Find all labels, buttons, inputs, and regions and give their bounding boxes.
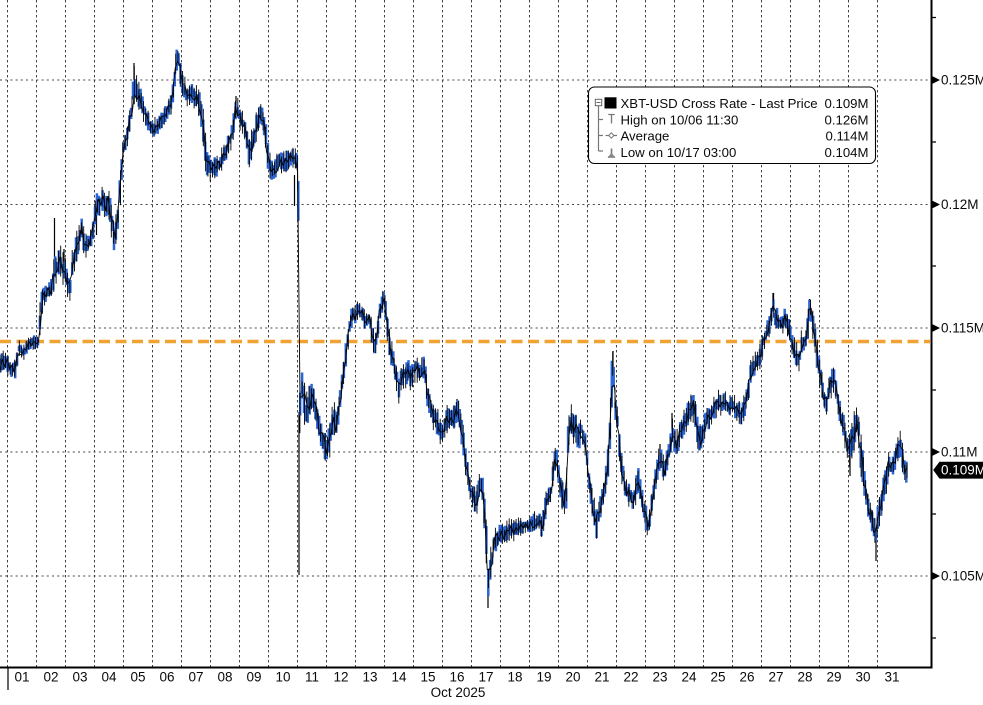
svg-text:26: 26 (739, 670, 754, 685)
svg-text:0.12M: 0.12M (941, 197, 979, 212)
svg-text:27: 27 (768, 670, 783, 685)
svg-text:08: 08 (217, 670, 232, 685)
svg-text:12: 12 (333, 670, 348, 685)
svg-text:01: 01 (14, 670, 29, 685)
svg-text:16: 16 (449, 670, 464, 685)
svg-text:02: 02 (43, 670, 58, 685)
svg-text:14: 14 (391, 670, 407, 685)
svg-text:17: 17 (478, 670, 493, 685)
svg-text:29: 29 (826, 670, 841, 685)
svg-text:Low on 10/17 03:00: Low on 10/17 03:00 (621, 145, 737, 160)
svg-text:07: 07 (188, 670, 203, 685)
svg-text:10: 10 (275, 670, 290, 685)
svg-text:0.109M: 0.109M (825, 96, 869, 111)
svg-text:04: 04 (101, 670, 117, 685)
svg-text:0.125M: 0.125M (941, 73, 983, 88)
svg-text:15: 15 (420, 670, 435, 685)
svg-text:Average: Average (621, 129, 670, 144)
svg-text:XBT-USD Cross Rate - Last Pric: XBT-USD Cross Rate - Last Price (621, 96, 818, 111)
svg-text:0.105M: 0.105M (941, 569, 983, 584)
svg-text:22: 22 (623, 670, 638, 685)
svg-text:0.114M: 0.114M (825, 129, 868, 144)
svg-text:0.109M: 0.109M (941, 463, 983, 478)
svg-text:05: 05 (130, 670, 145, 685)
svg-text:20: 20 (565, 670, 580, 685)
svg-text:23: 23 (652, 670, 667, 685)
svg-text:0.126M: 0.126M (825, 112, 869, 127)
svg-text:19: 19 (536, 670, 551, 685)
svg-text:06: 06 (159, 670, 174, 685)
svg-text:25: 25 (710, 670, 725, 685)
svg-text:30: 30 (855, 670, 870, 685)
svg-text:09: 09 (246, 670, 261, 685)
svg-text:13: 13 (362, 670, 377, 685)
svg-text:21: 21 (594, 670, 609, 685)
svg-text:0.104M: 0.104M (825, 145, 869, 160)
svg-text:0.11M: 0.11M (941, 445, 978, 460)
svg-text:03: 03 (72, 670, 87, 685)
svg-text:31: 31 (884, 670, 899, 685)
svg-text:18: 18 (507, 670, 522, 685)
svg-text:28: 28 (797, 670, 812, 685)
svg-text:0.115M: 0.115M (941, 321, 983, 336)
svg-text:24: 24 (681, 670, 697, 685)
svg-text:11: 11 (305, 670, 319, 685)
svg-text:Oct 2025: Oct 2025 (431, 685, 486, 700)
svg-text:High on 10/06 11:30: High on 10/06 11:30 (621, 112, 739, 127)
